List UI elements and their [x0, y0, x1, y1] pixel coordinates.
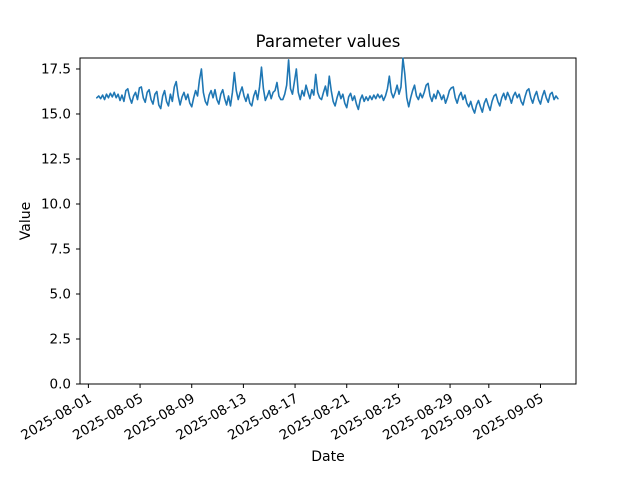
plot-border: [79, 57, 577, 385]
y-axis-ticks: 0.0 2.5 5.0 7.5 10.0 12.5 15.0 17.5: [41, 61, 80, 393]
y-tick-label: 0.0: [50, 377, 71, 393]
axes-spines: [79, 57, 577, 385]
y-axis-label: Value: [18, 202, 34, 240]
y-tick-label: 5.0: [50, 286, 71, 302]
x-axis-ticks: 2025-08-012025-08-052025-08-092025-08-13…: [18, 384, 546, 444]
series-line: [95, 57, 559, 114]
y-tick-label: 12.5: [41, 151, 71, 167]
y-tick-label: 10.0: [41, 196, 71, 212]
y-tick-label: 17.5: [41, 61, 71, 77]
x-axis-label: Date: [311, 449, 344, 465]
y-tick-label: 7.5: [50, 241, 71, 257]
chart-title: Parameter values: [256, 32, 401, 51]
y-tick-label: 15.0: [41, 106, 71, 122]
y-tick-label: 2.5: [50, 331, 71, 347]
